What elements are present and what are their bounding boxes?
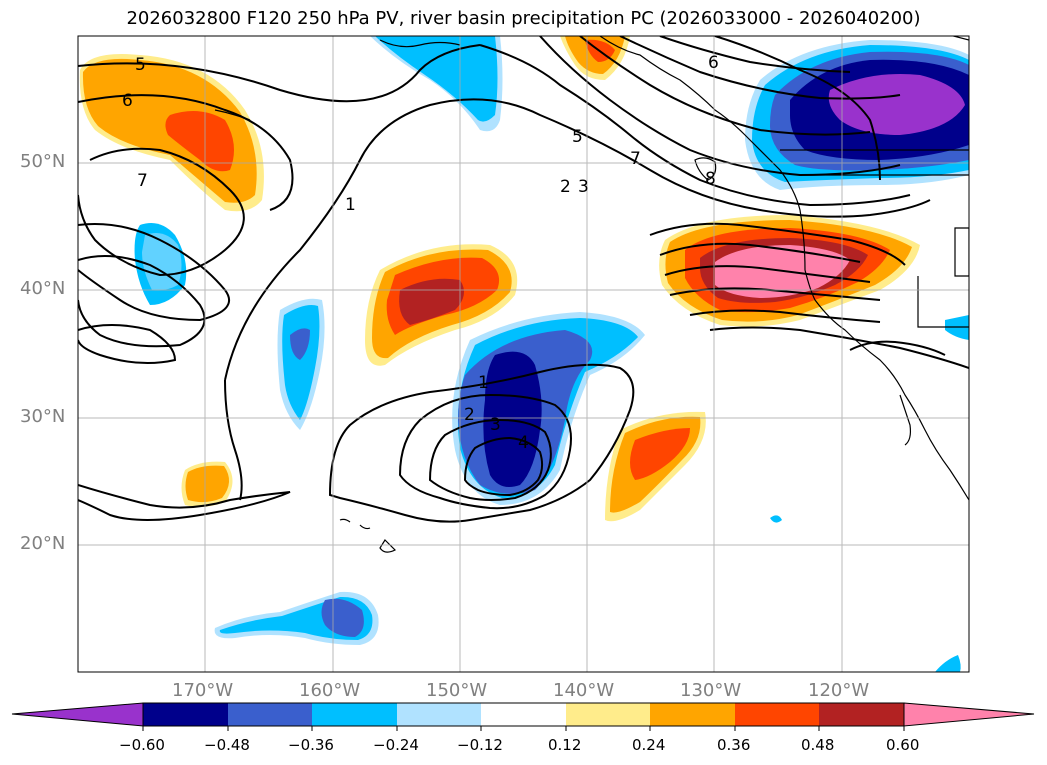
contour-label: 5	[572, 127, 583, 147]
lat-label-20n: 20°N	[20, 533, 66, 554]
lat-label-40n: 40°N	[20, 278, 66, 299]
contour-label: 4	[518, 433, 529, 453]
map-title: 2026032800 F120 250 hPa PV, river basin …	[126, 8, 921, 29]
contour-label: 7	[137, 171, 148, 191]
colorbar-tick-label: 0.24	[632, 736, 666, 754]
contour-label: 2	[464, 405, 475, 425]
lon-label-130w: 130°W	[680, 680, 742, 701]
negative-anomaly-central	[452, 312, 645, 505]
lon-label-170w: 170°W	[172, 680, 234, 701]
shaded-field	[78, 36, 969, 672]
contour-label: 7	[630, 149, 641, 169]
colorbar-tick-label: −0.36	[288, 736, 334, 754]
contour-label: 3	[490, 415, 501, 435]
lat-label-50n: 50°N	[20, 151, 66, 172]
pv-contours	[78, 36, 969, 523]
contour-label: 1	[345, 195, 356, 215]
lat-label-30n: 30°N	[20, 406, 66, 427]
colorbar-tick-label: −0.48	[204, 736, 250, 754]
contour-label: 6	[122, 91, 133, 111]
contour-label: 6	[708, 53, 719, 73]
contour-label: 1	[478, 373, 489, 393]
contour-label: 2	[560, 177, 571, 197]
colorbar-tick-label: 0.36	[717, 736, 751, 754]
negative-anomaly-northeast	[745, 40, 969, 190]
colorbar-tick-label: −0.12	[457, 736, 503, 754]
colorbar-tick-label: −0.60	[119, 736, 165, 754]
colorbar	[11, 702, 1035, 731]
colorbar-tick-label: −0.24	[373, 736, 419, 754]
contour-labels: 5 6 7 1 6 7 5 2 3 8 1 2 3 4	[122, 53, 719, 453]
lon-label-120w: 120°W	[808, 680, 870, 701]
contour-label: 8	[705, 169, 716, 189]
colorbar-tick-label: 0.48	[801, 736, 835, 754]
lon-label-150w: 150°W	[426, 680, 488, 701]
lon-label-160w: 160°W	[299, 680, 361, 701]
graticule	[78, 36, 969, 672]
colorbar-tick-label: 0.12	[548, 736, 582, 754]
colorbar-tick-label: 0.60	[886, 736, 920, 754]
map-frame	[77, 35, 970, 673]
colorbar-extend-right	[903, 702, 1035, 727]
contour-label: 3	[578, 177, 589, 197]
contour-label: 5	[135, 55, 146, 75]
colorbar-extend-left	[11, 702, 144, 727]
coastlines	[214, 36, 969, 553]
lon-label-140w: 140°W	[553, 680, 615, 701]
positive-anomaly-central	[365, 244, 518, 366]
